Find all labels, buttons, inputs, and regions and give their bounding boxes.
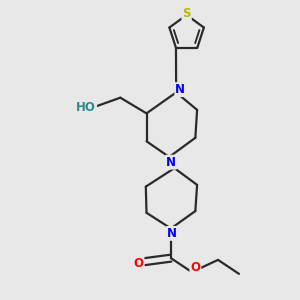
Text: N: N xyxy=(166,156,176,169)
Text: N: N xyxy=(175,83,185,96)
Text: O: O xyxy=(190,261,200,274)
Text: HO: HO xyxy=(76,100,96,114)
Text: O: O xyxy=(134,256,143,269)
Text: S: S xyxy=(182,7,191,20)
Text: N: N xyxy=(167,227,177,240)
